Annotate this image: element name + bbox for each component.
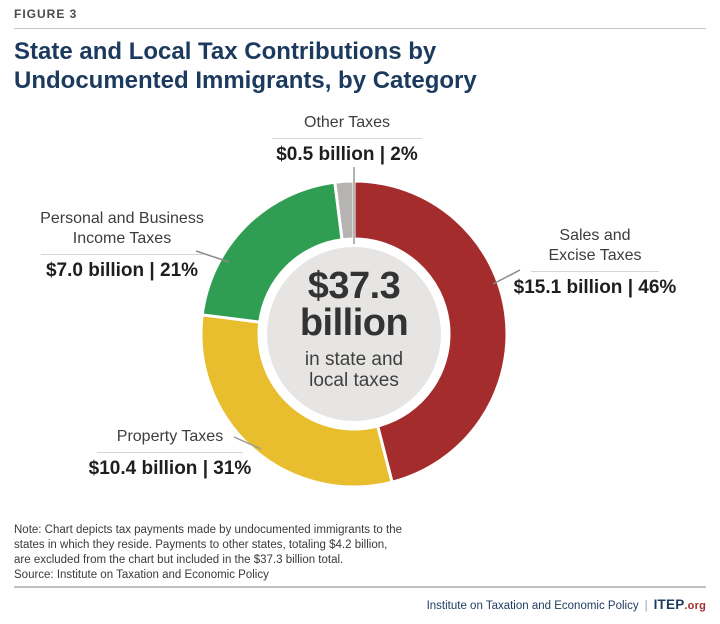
footer-divider: [14, 586, 706, 588]
slice-value-sales: $15.1 billion | 46%: [513, 277, 677, 298]
donut-slice-other: [333, 179, 356, 242]
callout-underline: [41, 254, 203, 255]
note-line-3: are excluded from the chart but included…: [14, 554, 344, 566]
slice-label-sales-line-2: Excise Taxes: [548, 247, 642, 264]
slice-label-sales-line-1: Sales and: [559, 227, 631, 244]
page-title: State and Local Tax Contributions by Und…: [14, 37, 654, 95]
slice-label-property: Property Taxes: [116, 428, 224, 445]
callout-sales-excise-taxes: Sales and Excise Taxes $15.1 billion | 4…: [497, 226, 693, 299]
callout-income-taxes: Personal and Business Income Taxes $7.0 …: [22, 209, 222, 282]
total-caption-line-1: in state and: [304, 349, 404, 370]
page-title-line-1: State and Local Tax Contributions by: [14, 38, 437, 65]
total-value: $37.3: [307, 265, 401, 307]
slice-value-income: $7.0 billion | 21%: [45, 260, 199, 281]
slice-label-income-line-2: Income Taxes: [72, 230, 172, 247]
donut-center-label: $37.3 billion in state and local taxes: [264, 265, 444, 391]
note-line-1: Note: Chart depicts tax payments made by…: [14, 524, 403, 536]
itep-logo: ITEP.org: [653, 597, 706, 612]
slice-label-other: Other Taxes: [304, 114, 390, 131]
note-line-2: states in which they reside. Payments to…: [14, 539, 388, 551]
total-unit: billion: [299, 302, 409, 344]
figure-number-label: FIGURE 3: [14, 7, 78, 21]
footer-org-name: Institute on Taxation and Economic Polic…: [426, 600, 639, 612]
slice-value-property: $10.4 billion | 31%: [88, 458, 252, 479]
callout-underline: [97, 452, 243, 453]
callout-other-taxes: Other Taxes $0.5 billion | 2%: [237, 113, 457, 166]
footer: Institute on Taxation and Economic Polic…: [427, 597, 706, 612]
callout-underline: [531, 271, 659, 272]
footer-separator: |: [644, 600, 648, 612]
itep-logo-suffix: .org: [684, 600, 706, 612]
note-text: Note: Chart depicts tax payments made by…: [14, 523, 402, 583]
slice-value-other: $0.5 billion | 2%: [276, 144, 418, 165]
callout-property-taxes: Property Taxes $10.4 billion | 31%: [70, 427, 270, 480]
note-line-4: Source: Institute on Taxation and Econom…: [14, 569, 269, 581]
slice-label-income-line-1: Personal and Business: [40, 210, 204, 227]
total-caption-line-2: local taxes: [309, 370, 399, 391]
page-title-line-2: Undocumented Immigrants, by Category: [14, 67, 477, 94]
header-divider: [14, 28, 706, 29]
callout-underline: [272, 138, 422, 139]
